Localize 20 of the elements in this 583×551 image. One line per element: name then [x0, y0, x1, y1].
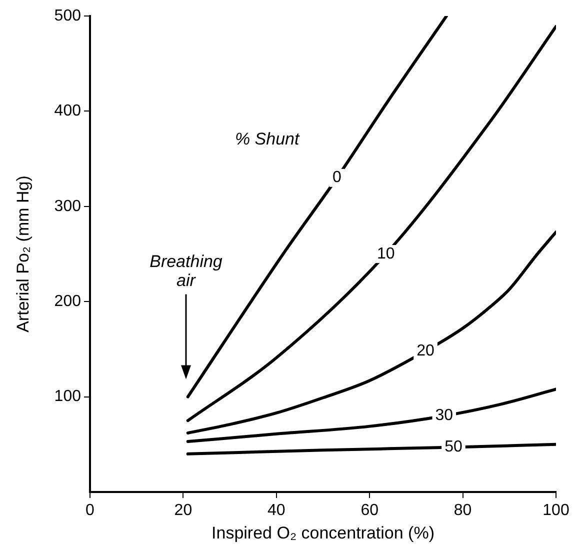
series-label: 30: [435, 407, 454, 424]
y-tick-label: 200: [54, 293, 82, 310]
x-tick-label: 40: [268, 502, 286, 520]
y-tick-label: 500: [54, 7, 82, 24]
x-axis-title: Inspired O₂ concentration (%): [212, 524, 434, 543]
y-tick-label: 300: [54, 198, 82, 215]
x-tick-label: 20: [174, 502, 192, 520]
x-tick-label: 0: [86, 502, 95, 520]
x-tick-label: 80: [454, 502, 472, 520]
series-label: 0: [332, 169, 342, 186]
series-label: 50: [444, 438, 462, 456]
x-tick-label: 100: [542, 502, 570, 520]
series-label: 10: [377, 245, 395, 262]
x-tick-label: 60: [360, 502, 379, 520]
annotation: Breathing air: [150, 252, 223, 290]
y-axis-title: Arterial Po₂ (mm Hg): [14, 176, 33, 332]
y-tick-label: 100: [54, 388, 82, 406]
legend-title: % Shunt: [234, 129, 300, 148]
y-tick-label: 400: [54, 102, 82, 120]
series-label: 20: [416, 342, 435, 360]
